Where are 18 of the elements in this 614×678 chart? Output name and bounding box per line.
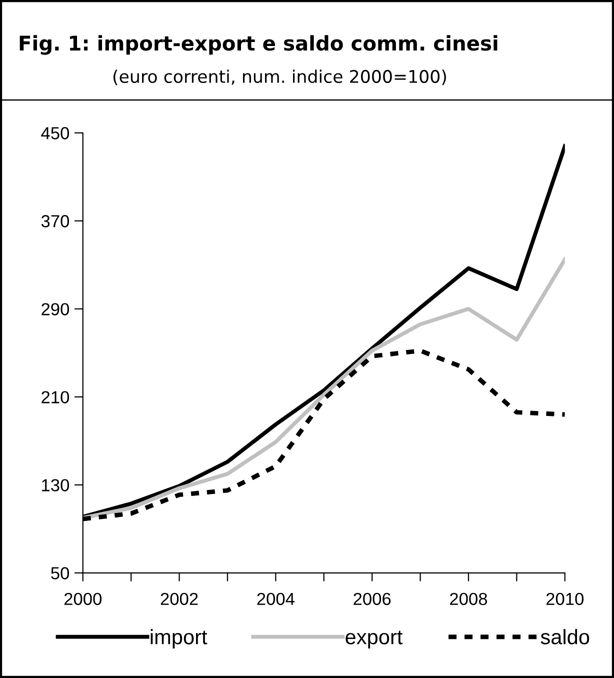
y-tick-label: 370 <box>41 215 70 228</box>
chart-subtitle: (euro correnti, num. indice 2000=100) <box>113 70 446 86</box>
x-tick-label: 2002 <box>160 592 198 606</box>
y-tick-label: 130 <box>42 479 70 492</box>
x-tick-label: 2000 <box>64 592 102 606</box>
y-tick-label: 210 <box>42 391 70 404</box>
chart-title: Fig. 1: import-export e saldo comm. cinesi <box>20 35 498 55</box>
legend-label: saldo <box>540 629 590 644</box>
y-tick-label: 290 <box>42 303 70 316</box>
legend-label: export <box>346 630 403 648</box>
y-tick-label: 50 <box>51 567 70 580</box>
x-tick-label: 2006 <box>354 592 391 606</box>
line-series <box>82 257 565 520</box>
x-tick-label: 2004 <box>257 592 294 606</box>
x-tick-label: 2008 <box>450 592 488 606</box>
y-tick-label: 450 <box>41 127 70 140</box>
x-tick-label: 2010 <box>546 592 584 606</box>
legend-label: import <box>150 629 208 648</box>
